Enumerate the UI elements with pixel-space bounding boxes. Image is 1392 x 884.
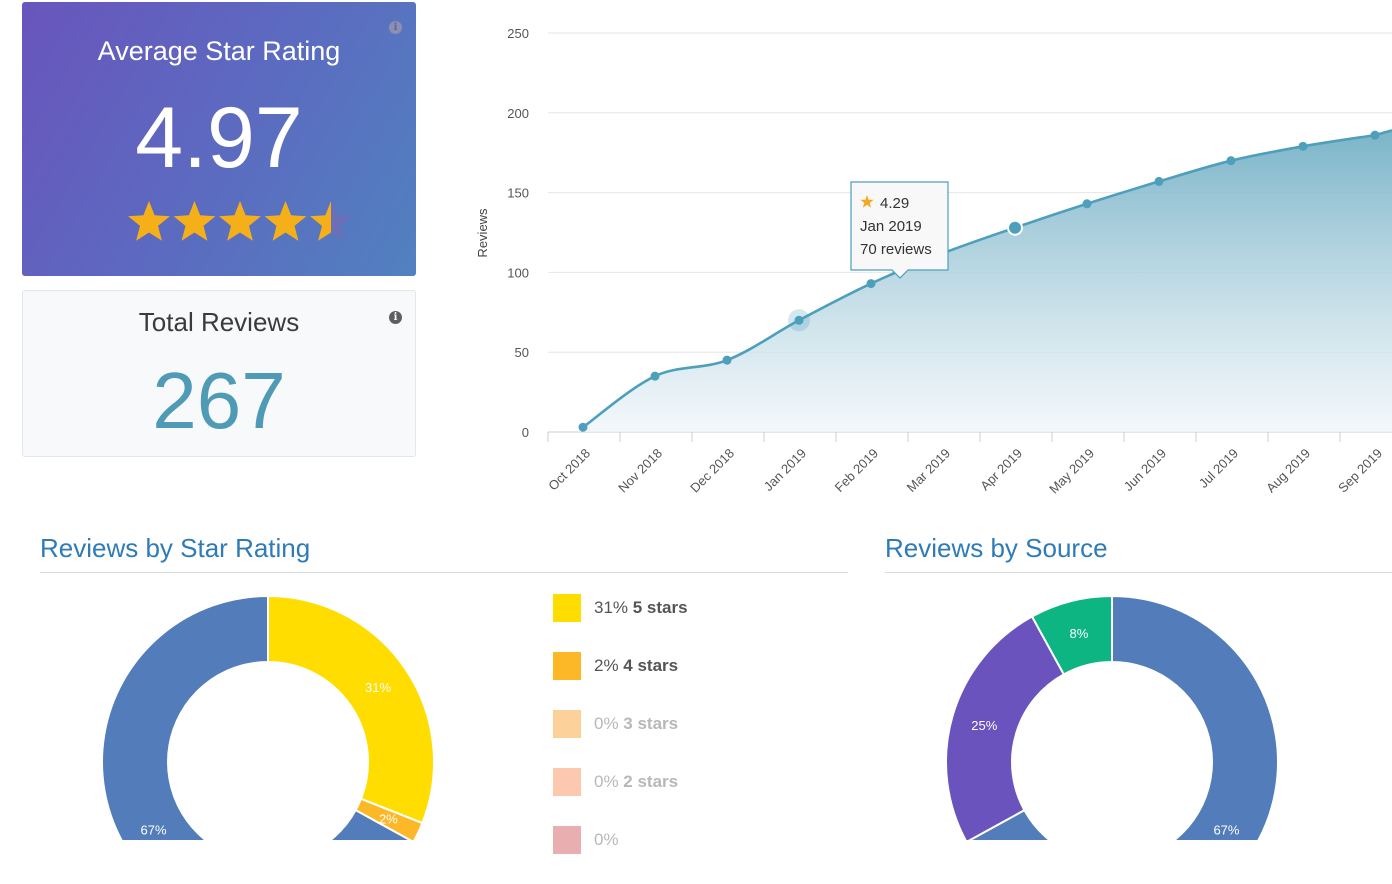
data-point[interactable] <box>650 371 660 381</box>
total-reviews-title: Total Reviews <box>138 307 300 337</box>
x-tick-label: Jul 2019 <box>1196 446 1241 491</box>
star-rating-donut-chart: 31% 2% 67% <box>101 594 435 840</box>
donut-slice[interactable] <box>945 615 1066 840</box>
y-tick-label: 0 <box>522 425 529 440</box>
x-tick-label: Dec 2018 <box>687 446 737 496</box>
y-axis-title: Reviews <box>475 208 490 258</box>
data-point[interactable] <box>1226 156 1236 166</box>
tooltip-date: Jan 2019 <box>860 218 922 235</box>
x-tick-label: May 2019 <box>1046 446 1097 497</box>
x-tick-label: Jun 2019 <box>1121 446 1169 494</box>
legend-swatch <box>553 652 581 680</box>
star-icon <box>310 201 352 241</box>
slice-label: 8% <box>1070 626 1089 641</box>
legend-percent: 0% <box>594 772 624 791</box>
data-point[interactable] <box>578 422 588 432</box>
star-icon <box>173 201 216 241</box>
info-icon[interactable]: i <box>389 311 402 324</box>
y-tick-label: 150 <box>507 186 529 201</box>
legend-percent: 31% <box>594 598 633 617</box>
legend-label: 0% 3 stars <box>594 714 678 734</box>
donut-slice[interactable] <box>101 594 413 840</box>
legend-swatch <box>553 768 581 796</box>
average-rating-value: 4.97 <box>135 90 303 186</box>
legend-percent: 2% <box>594 656 624 675</box>
star-icon <box>264 201 307 241</box>
donut-slice[interactable] <box>967 594 1279 840</box>
star-rating-section-title: Reviews by Star Rating <box>40 533 848 573</box>
star-icon <box>128 201 170 241</box>
source-section-title: Reviews by Source <box>885 533 1392 573</box>
slice-label: 67% <box>141 823 167 838</box>
donut-slice[interactable] <box>267 594 435 825</box>
data-point[interactable] <box>1370 130 1380 140</box>
reviews-over-time-chart: 0 50 100 150 200 250 Reviews Oct 2018 Nov 2018 De… <box>475 26 1392 497</box>
tooltip-reviews: 70 reviews <box>860 241 932 258</box>
y-tick-label: 250 <box>507 26 529 41</box>
total-reviews-value: 267 <box>152 356 286 445</box>
legend-swatch <box>553 826 581 854</box>
total-reviews-card: Total Reviews 267 i <box>22 290 416 457</box>
star-icon <box>860 195 874 208</box>
slice-label: 67% <box>1213 823 1239 838</box>
y-tick-label: 100 <box>507 265 529 280</box>
star-icon <box>219 201 261 241</box>
x-tick-label: Apr 2019 <box>977 446 1025 494</box>
legend-category: 4 stars <box>623 656 679 675</box>
x-tick-label: Mar 2019 <box>904 446 953 495</box>
legend-swatch <box>553 710 581 738</box>
donut-slice[interactable] <box>1030 594 1113 676</box>
tooltip-rating: 4.29 <box>880 195 909 212</box>
tooltip-box <box>850 181 949 279</box>
legend-category: 3 stars <box>623 714 679 733</box>
data-point[interactable] <box>1154 176 1164 186</box>
x-tick-label: Oct 2018 <box>545 446 593 494</box>
data-point[interactable] <box>866 279 876 289</box>
average-rating-title: Average Star Rating <box>97 36 341 66</box>
legend-label: 0% <box>594 830 619 850</box>
legend-category: 5 stars <box>632 598 688 617</box>
source-donut-chart: 67% 25% 8% <box>945 594 1279 840</box>
data-point[interactable] <box>1082 199 1092 209</box>
star-rating-icons <box>128 201 352 241</box>
data-point[interactable] <box>1007 219 1023 236</box>
legend-label: 2% 4 stars <box>594 656 678 676</box>
y-tick-label: 200 <box>507 106 529 121</box>
data-point[interactable] <box>1298 141 1308 151</box>
x-tick-label: Aug 2019 <box>1263 446 1313 496</box>
legend-percent: 0% <box>594 714 624 733</box>
x-tick-label: Nov 2018 <box>615 446 665 496</box>
x-tick-label: Feb 2019 <box>832 446 881 495</box>
slice-label: 25% <box>971 718 997 733</box>
chart-tooltip: 4.29 Jan 2019 70 reviews <box>850 181 949 279</box>
legend-label: 31% 5 stars <box>594 598 688 618</box>
legend-swatch <box>553 594 581 622</box>
slice-label: 31% <box>365 680 391 695</box>
series-line <box>582 129 1392 429</box>
slice-label: 2% <box>379 812 398 827</box>
data-point[interactable] <box>794 315 804 325</box>
legend-category: 2 stars <box>623 772 679 791</box>
y-tick-label: 50 <box>515 345 529 360</box>
x-tick-label: Jan 2019 <box>761 446 809 494</box>
average-rating-card: Average Star Rating 4.97 i <box>22 2 416 276</box>
info-icon[interactable]: i <box>389 21 402 34</box>
x-tick-label: Sep 2019 <box>1335 446 1385 496</box>
legend-label: 0% 2 stars <box>594 772 678 792</box>
data-point[interactable] <box>722 355 732 365</box>
area-fill <box>583 130 1392 432</box>
